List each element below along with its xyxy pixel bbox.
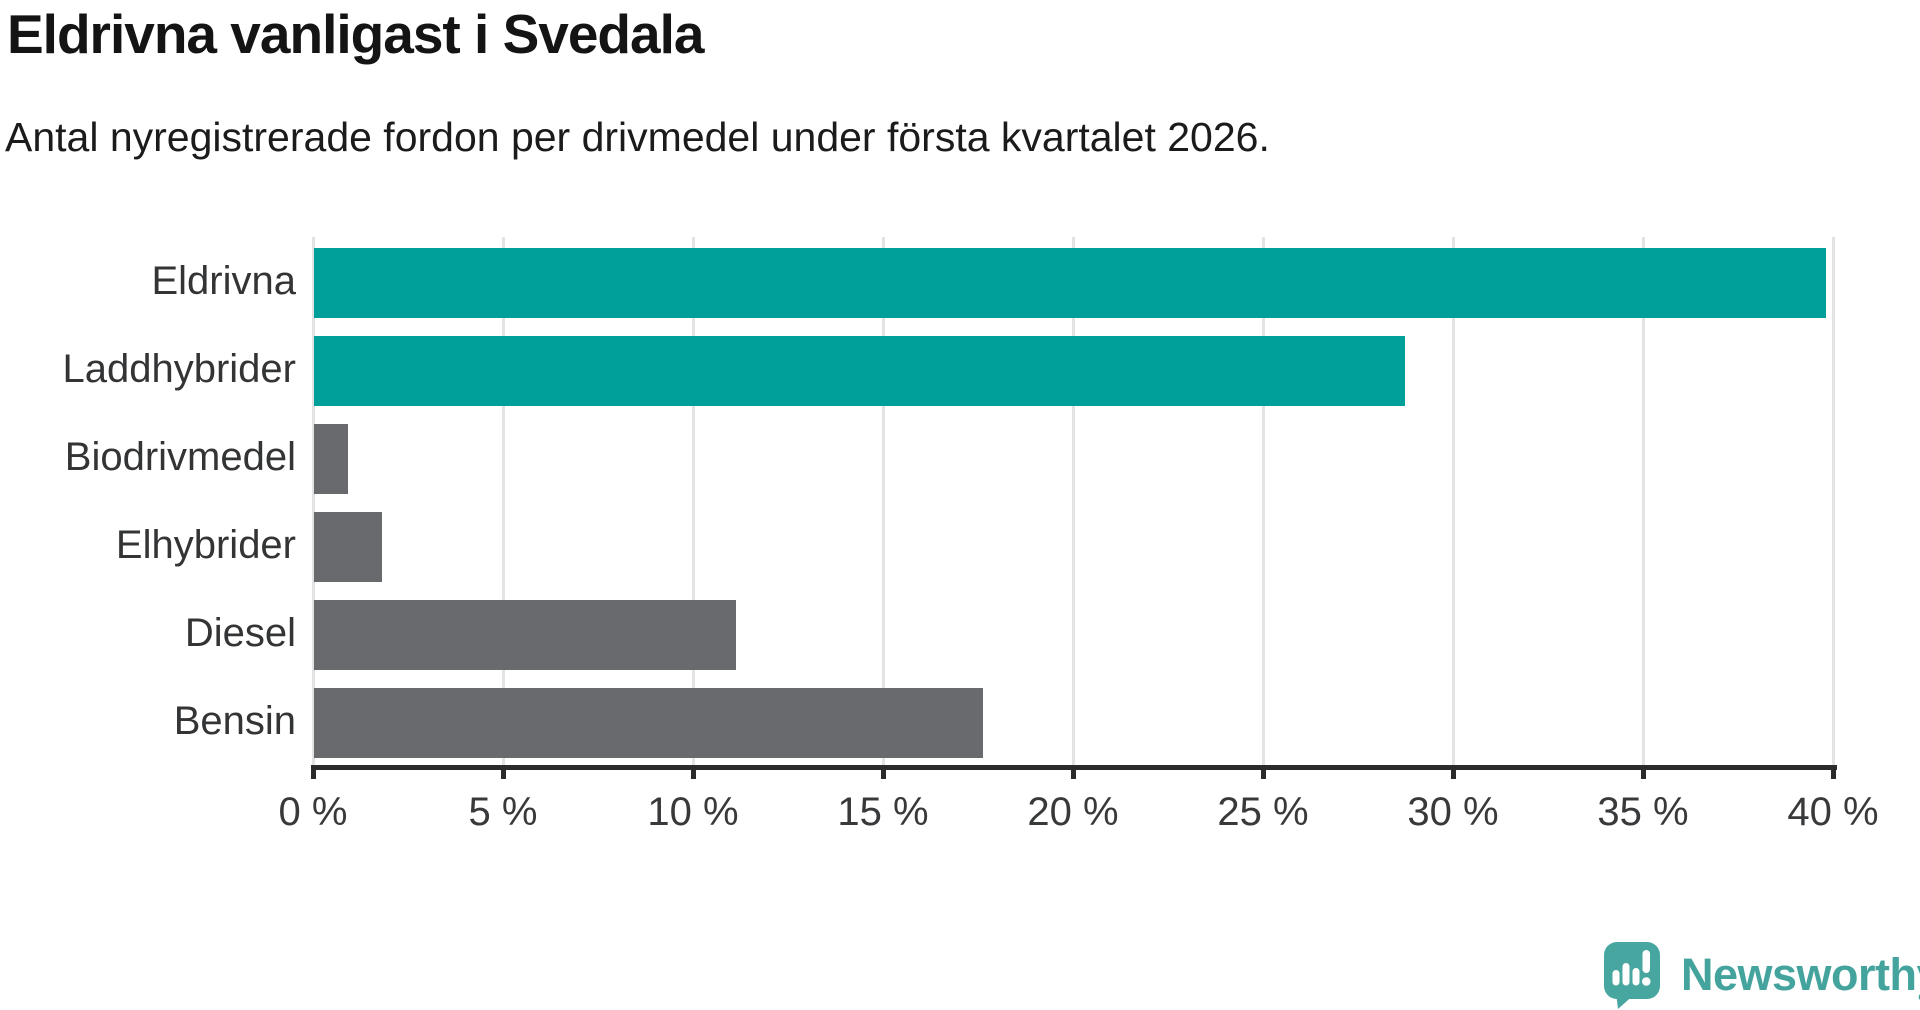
axis-tick xyxy=(1831,765,1836,779)
bar-biodrivmedel xyxy=(314,424,348,494)
gridline xyxy=(692,237,695,765)
gridline xyxy=(1642,237,1645,765)
brand-name: Newsworthy xyxy=(1681,949,1920,1000)
axis-tick xyxy=(881,765,886,779)
axis-tick xyxy=(691,765,696,779)
axis-tick xyxy=(1071,765,1076,779)
axis-tick xyxy=(1641,765,1646,779)
gridline xyxy=(502,237,505,765)
bar-elhybrider xyxy=(314,512,382,582)
gridline xyxy=(312,237,315,765)
category-label: Diesel xyxy=(184,611,296,655)
x-tick-label: 0 % xyxy=(278,790,348,834)
bar-eldrivna xyxy=(314,248,1826,318)
category-label: Biodrivmedel xyxy=(64,435,296,479)
category-label: Bensin xyxy=(173,699,296,743)
bar-diesel xyxy=(314,600,736,670)
brand-logo: Newsworthy xyxy=(1604,941,1920,1009)
x-tick-label: 35 % xyxy=(1597,790,1689,834)
gridline xyxy=(1452,237,1455,765)
x-tick-label: 40 % xyxy=(1787,790,1879,834)
x-tick-label: 25 % xyxy=(1217,790,1309,834)
axis-tick xyxy=(1261,765,1266,779)
newsworthy-icon xyxy=(1604,941,1660,1009)
category-label: Laddhybrider xyxy=(62,347,297,391)
chart-subtitle: Antal nyregistrerade fordon per drivmede… xyxy=(5,114,1270,160)
x-tick-label: 5 % xyxy=(468,790,538,834)
chart-title: Eldrivna vanligast i Svedala xyxy=(7,3,704,65)
x-tick-label: 30 % xyxy=(1407,790,1499,834)
x-tick-label: 15 % xyxy=(837,790,929,834)
gridline xyxy=(882,237,885,765)
gridline xyxy=(1832,237,1835,765)
bar-laddhybrider xyxy=(314,336,1405,406)
x-axis-line xyxy=(311,765,1837,770)
axis-tick xyxy=(501,765,506,779)
gridline xyxy=(1262,237,1265,765)
x-tick-label: 10 % xyxy=(647,790,739,834)
axis-tick xyxy=(311,765,316,779)
x-tick-label: 20 % xyxy=(1027,790,1119,834)
category-label: Elhybrider xyxy=(115,523,296,567)
bar-bensin xyxy=(314,688,983,758)
gridline xyxy=(1072,237,1075,765)
category-label: Eldrivna xyxy=(151,259,296,303)
axis-tick xyxy=(1451,765,1456,779)
